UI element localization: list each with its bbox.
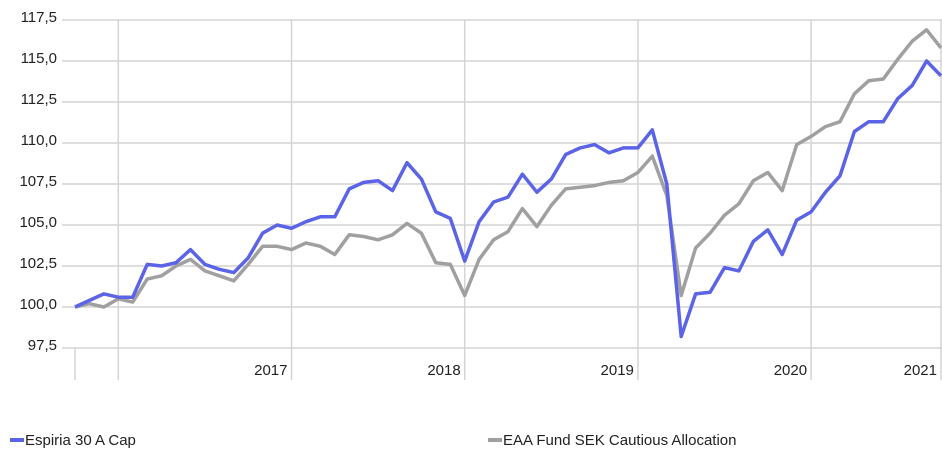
y-tick-label: 107,5 [19, 173, 57, 190]
y-tick-label: 117,5 [21, 9, 57, 26]
y-tick-label: 102,5 [19, 255, 57, 272]
y-tick-label: 115,0 [21, 50, 57, 67]
x-tick-label: 2018 [427, 362, 460, 379]
x-tick-label: 2017 [254, 362, 287, 379]
y-tick-label: 112,5 [21, 91, 57, 108]
series-line [74, 28, 942, 309]
y-tick-label: 105,0 [19, 214, 57, 231]
series-line [74, 59, 942, 339]
x-tick-label: 2021 [904, 362, 937, 379]
x-tick-label: 2020 [774, 362, 807, 379]
legend-label: EAA Fund SEK Cautious Allocation [503, 432, 736, 449]
x-tick-label: 2019 [601, 362, 634, 379]
y-tick-label: 110,0 [21, 132, 57, 149]
y-tick-label: 100,0 [19, 296, 57, 313]
legend-label: Espiria 30 A Cap [25, 432, 136, 449]
y-tick-label: 97,5 [28, 337, 57, 354]
